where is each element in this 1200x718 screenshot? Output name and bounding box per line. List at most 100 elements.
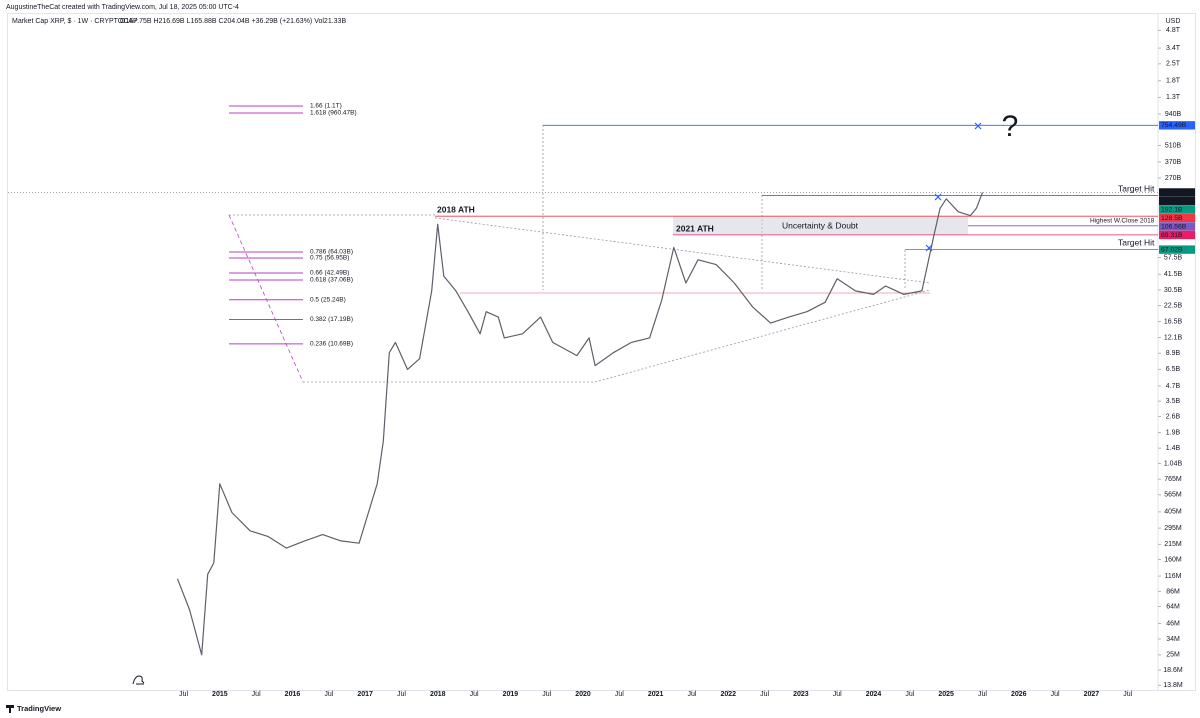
annotation: Uncertainty & Doubt (782, 220, 859, 230)
x-tick-label: 2020 (575, 691, 591, 698)
x-tick-label: 2017 (357, 691, 373, 698)
y-tick-label: 34M (1166, 636, 1180, 643)
fib-label: 0.66 (42.49B) (310, 270, 349, 277)
y-tick-label: 270B (1165, 175, 1182, 182)
price-badge-bg (1159, 205, 1195, 214)
y-tick-label: 16.5B (1164, 318, 1183, 325)
x-tick-label: Jul (397, 691, 406, 698)
y-tick-label: 765M (1164, 476, 1182, 483)
y-tick-label: 6.5B (1166, 366, 1181, 373)
price-badge: 754.49B (1161, 122, 1187, 129)
x-tick-label: Jul (760, 691, 769, 698)
y-tick-label: 30.5B (1164, 287, 1183, 294)
price-badge-bg (1159, 222, 1195, 231)
x-tick-label: Jul (1051, 691, 1060, 698)
y-tick-label: 4.8T (1166, 27, 1181, 34)
triangle-line (594, 289, 931, 383)
y-tick-label: 1.3T (1166, 94, 1181, 101)
y-tick-label: 1.8T (1166, 78, 1181, 85)
price-badge-bg (1159, 245, 1195, 254)
annotation: ? (1002, 110, 1019, 143)
y-tick-label: 1.4B (1166, 445, 1181, 452)
x-tick-label: Jul (542, 691, 551, 698)
price-badge-bg (1159, 213, 1195, 223)
price-badge-bg (1159, 188, 1195, 197)
y-tick-label: 13.8M (1163, 682, 1183, 689)
x-tick-label: Jul (905, 691, 914, 698)
cross (974, 122, 982, 130)
x-tick-label: Jul (833, 691, 842, 698)
countdown: 2d 15h (1161, 198, 1182, 205)
y-tick-label: 2.6B (1166, 413, 1181, 420)
fib-label: 0.5 (25.24B) (310, 296, 346, 303)
x-tick-label: Jul (687, 691, 696, 698)
x-tick-label: 2016 (285, 691, 301, 698)
x-tick-label: Jul (179, 691, 188, 698)
price-badge: 128.5B (1161, 215, 1183, 222)
y-tick-label: 160M (1164, 556, 1182, 563)
x-tick-label: 2024 (866, 691, 882, 698)
x-tick-label: Jul (978, 691, 987, 698)
y-tick-label: 25M (1166, 652, 1180, 659)
range-box (673, 216, 968, 235)
x-tick-label: Jul (470, 691, 479, 698)
cross (934, 193, 942, 201)
legend-symbol: Market Cap XRP, $ · 1W · CRYPTOCAP (12, 18, 138, 25)
annotation: 2018 ATH (437, 204, 475, 214)
cross-markers (925, 122, 982, 252)
fib-label: 0.382 (17.19B) (310, 316, 353, 323)
price-badge: 192.1B (1161, 206, 1183, 213)
y-tick-label: 116M (1165, 573, 1182, 580)
price-badge: 204.04B (1161, 189, 1187, 196)
y-tick-label: 3.4T (1166, 45, 1181, 52)
y-tick-label: 405M (1164, 509, 1182, 516)
brand: TradingView (17, 704, 61, 713)
countdown-bg (1159, 196, 1195, 206)
fib-label: 0.236 (10.69B) (310, 341, 353, 348)
y-tick-label: 22.5B (1164, 302, 1183, 309)
price-badge: 89.31B (1161, 232, 1183, 239)
price-badge-bg (1159, 230, 1195, 240)
dino-icon (132, 675, 145, 685)
x-tick-label: 2018 (430, 691, 446, 698)
price-line-series (176, 192, 984, 656)
legend-ohlc: O167.75B H216.69B L165.88B C204.04B +36.… (120, 18, 346, 25)
annotation: Target Hit (1118, 183, 1155, 193)
y-tick-label: 8.9B (1166, 350, 1181, 357)
y-tick-label: 940B (1165, 111, 1182, 118)
x-tick-label: 2027 (1084, 691, 1100, 698)
y-tick-label: 46M (1166, 620, 1180, 627)
y-tick-label: 295M (1164, 525, 1182, 532)
x-tick-label: 2015 (212, 691, 228, 698)
y-tick-label: 57.5B (1164, 254, 1183, 261)
y-tick-label: 41.5B (1164, 271, 1183, 278)
x-tick-label: 2022 (720, 691, 736, 698)
x-tick-label: 2021 (648, 691, 664, 698)
drawing-lines (229, 125, 931, 383)
axis-unit: USD (1166, 18, 1181, 25)
price-badge-bg (1159, 121, 1195, 130)
price-badge: 106.56B (1161, 223, 1187, 230)
y-tick-label: 565M (1164, 492, 1182, 499)
y-tick-label: 510B (1165, 142, 1182, 149)
credit: AugustineTheCat created with TradingView… (6, 4, 239, 11)
fib-label: 0.618 (37.06B) (310, 277, 353, 284)
x-tick-label: Jul (1123, 691, 1132, 698)
fib-label: 1.618 (960.47B) (310, 110, 357, 117)
x-tick-label: Jul (252, 691, 261, 698)
fib-label: 0.75 (56.95B) (310, 255, 349, 262)
annotation: Highest W.Close 2018 (1090, 218, 1155, 225)
y-tick-label: 64M (1166, 603, 1180, 610)
y-tick-label: 1.9B (1166, 429, 1181, 436)
x-tick-label: 2026 (1011, 691, 1027, 698)
x-tick-label: Jul (324, 691, 333, 698)
y-tick-label: 18.6M (1163, 667, 1183, 674)
fib-label: 0.786 (64.03B) (310, 249, 353, 256)
fib-label: 1.66 (1.1T) (310, 103, 342, 110)
brand-logo (6, 705, 14, 713)
y-tick-label: 86M (1166, 588, 1180, 595)
y-tick-label: 3.5B (1166, 398, 1181, 405)
